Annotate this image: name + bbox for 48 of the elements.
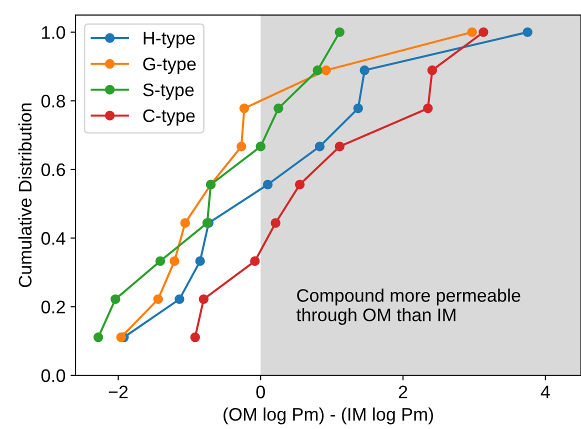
point [190, 332, 200, 342]
point [195, 256, 205, 266]
y-tick-label: 0.2 [41, 300, 65, 314]
point [239, 104, 250, 114]
point [155, 256, 166, 266]
y-tick-label: 0.4 [41, 232, 66, 245]
x-tick-label: 4 [540, 386, 550, 398]
x-axis-title: (OM log Pm) - (IM log Pm) [224, 407, 433, 424]
point [360, 65, 370, 76]
legend-label: S-type [143, 83, 194, 100]
legend-label: H-type [144, 32, 195, 48]
point [478, 27, 488, 38]
point [180, 218, 190, 228]
point [334, 142, 345, 152]
point [294, 180, 305, 190]
point [174, 294, 184, 304]
point [314, 142, 325, 152]
point [427, 65, 438, 76]
legend-label: G-type [143, 58, 196, 74]
x-tick-label: −2 [108, 386, 128, 398]
point [353, 104, 364, 114]
point [250, 256, 260, 266]
legend-label: C-type [143, 109, 195, 126]
point [312, 65, 322, 76]
y-axis-title: Cumulative Distribution [18, 104, 32, 288]
point [334, 27, 345, 38]
point [256, 142, 266, 152]
point [110, 294, 120, 304]
x-tick-label: 2 [398, 386, 408, 398]
point [321, 65, 331, 76]
point [262, 180, 273, 190]
point [270, 218, 280, 228]
point [93, 332, 104, 342]
point [236, 142, 246, 152]
band-label: Compound more permeable through OM than IM [296, 288, 520, 325]
point [116, 332, 126, 342]
point [274, 104, 284, 114]
point [423, 104, 433, 114]
point [198, 294, 209, 304]
x-tick-label: 0 [256, 386, 265, 398]
y-tick-label: 0.8 [41, 94, 66, 108]
point [522, 27, 532, 38]
y-tick-label: 1.0 [42, 26, 66, 39]
y-tick-label: 0.6 [41, 163, 66, 176]
point [153, 294, 163, 304]
y-tick-label: 0.0 [41, 369, 66, 382]
point [467, 27, 477, 38]
point [170, 256, 180, 266]
